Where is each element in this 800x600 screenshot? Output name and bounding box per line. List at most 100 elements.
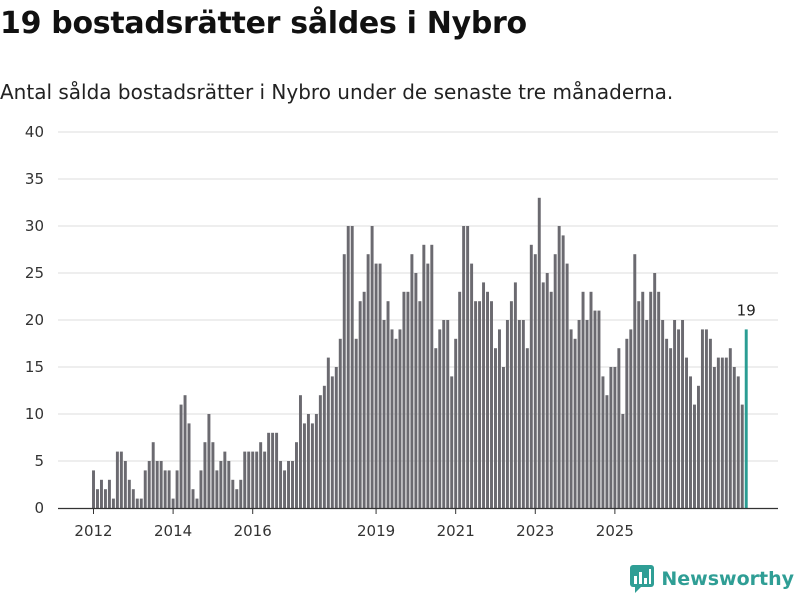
bar (199, 470, 203, 508)
bar (211, 442, 215, 508)
y-tick-label: 35 (25, 170, 44, 188)
bar (107, 479, 111, 508)
bar (732, 367, 736, 508)
bar (350, 226, 354, 508)
bar (521, 320, 525, 508)
bar (287, 461, 290, 508)
bar (649, 291, 653, 508)
bar (466, 226, 470, 508)
bar (693, 404, 696, 508)
bar (621, 414, 625, 508)
bar (537, 197, 541, 509)
bar (438, 329, 442, 508)
bar (191, 489, 195, 508)
bar (486, 291, 489, 508)
bar (143, 470, 147, 508)
bar (617, 348, 621, 508)
bar (581, 291, 585, 508)
bar (458, 291, 462, 508)
bar (255, 451, 259, 508)
bar (704, 329, 708, 508)
bar (187, 423, 191, 508)
bar (131, 489, 135, 508)
bar (434, 348, 438, 508)
bar (310, 423, 314, 508)
bar (171, 498, 175, 508)
bar (263, 451, 267, 508)
bar (179, 404, 183, 508)
y-tick-label: 30 (25, 217, 44, 235)
bar (147, 461, 151, 508)
bar (390, 329, 394, 508)
bar (243, 451, 247, 508)
bar (267, 432, 271, 508)
bar (410, 254, 414, 508)
bar (633, 254, 637, 508)
bar (478, 301, 482, 508)
bar (605, 395, 609, 508)
bar (418, 301, 422, 508)
y-tick-label: 40 (25, 123, 44, 141)
bar (354, 338, 358, 508)
bar (119, 451, 123, 508)
bar (362, 291, 366, 508)
bar (167, 470, 171, 508)
x-tick-label: 2012 (74, 522, 112, 540)
bar (386, 301, 390, 508)
bar (159, 461, 163, 508)
bar (235, 489, 239, 508)
bar (283, 470, 287, 508)
bar (728, 348, 732, 508)
bar (482, 282, 486, 508)
bar (565, 263, 569, 508)
y-tick-label: 15 (25, 358, 44, 376)
y-tick-label: 0 (34, 499, 44, 517)
bar (569, 329, 573, 508)
bar (740, 404, 744, 508)
bar (645, 320, 649, 508)
bar (378, 263, 382, 508)
bar (442, 320, 446, 508)
bar (454, 338, 458, 508)
bar (657, 291, 661, 508)
bar (553, 254, 557, 508)
bar (314, 414, 318, 508)
bar (561, 235, 565, 508)
bar (302, 423, 306, 508)
bar (665, 338, 669, 508)
bar (398, 329, 402, 508)
bar (295, 442, 298, 508)
x-tick-label: 2014 (154, 522, 192, 540)
bar (99, 479, 103, 508)
bar (490, 301, 493, 508)
bar (585, 320, 589, 508)
bar (227, 461, 231, 508)
bar (298, 395, 302, 508)
bar (533, 254, 537, 508)
brand-logo: Newsworthy (629, 564, 794, 594)
bar (609, 367, 613, 508)
bar (207, 414, 211, 508)
bar (462, 226, 466, 508)
bar (525, 348, 529, 508)
bar (637, 301, 641, 508)
y-tick-label: 20 (25, 311, 44, 329)
bar (175, 470, 179, 508)
bar (151, 442, 155, 508)
bar (103, 489, 107, 508)
chart-subtitle: Antal sålda bostadsrätter i Nybro under … (0, 80, 674, 104)
bar (501, 367, 505, 508)
bar (696, 385, 700, 508)
bar (163, 470, 167, 508)
bar (494, 348, 497, 508)
bar (509, 301, 513, 508)
chart-title: 19 bostadsrätter såldes i Nybro (0, 6, 527, 41)
bar (601, 376, 605, 508)
bar (330, 376, 334, 508)
bar (123, 461, 127, 508)
bar (712, 367, 716, 508)
bar (251, 451, 255, 508)
bar (402, 291, 406, 508)
bar (92, 470, 95, 508)
